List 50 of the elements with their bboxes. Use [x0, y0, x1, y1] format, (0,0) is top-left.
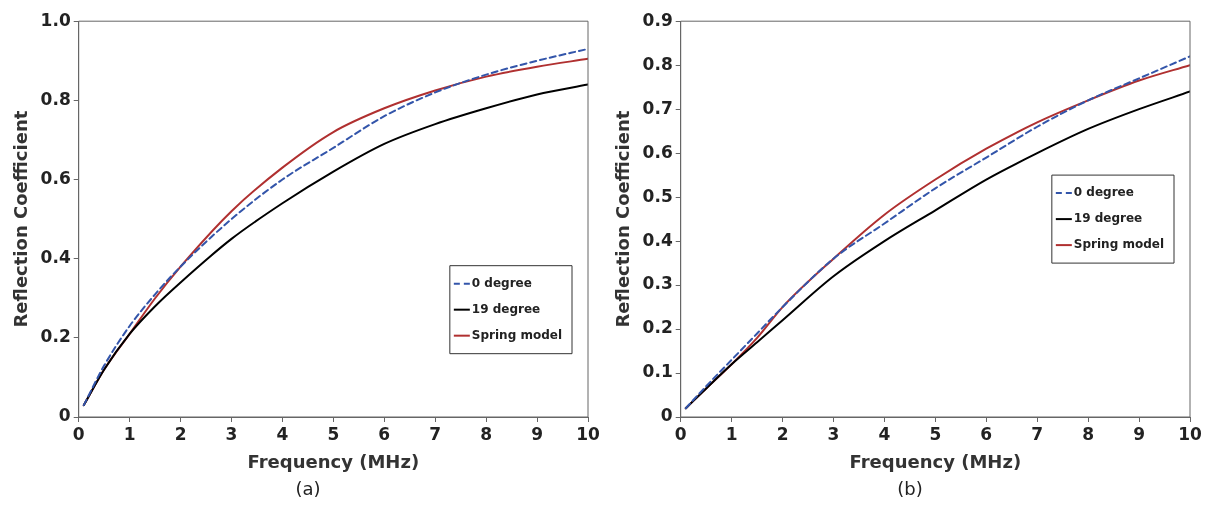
x-tick-label: 2 — [174, 423, 187, 444]
y-tick-label: 0.7 — [642, 97, 673, 118]
text: (b) — [896, 478, 924, 499]
y-tick-label: 1.0 — [40, 9, 71, 30]
y-axis-title: Reflection Coefficient — [10, 110, 32, 328]
legend-label: Spring model — [471, 327, 563, 342]
legend-label: Spring model — [1073, 237, 1165, 252]
x-tick-label: 3 — [827, 423, 840, 444]
legend-label: 0 degree — [471, 275, 532, 290]
text: (a) — [294, 478, 322, 499]
x-tick-label: 5 — [327, 423, 340, 444]
x-axis-title: Frequency (MHz) — [849, 450, 1022, 472]
x-tick-label: 4 — [878, 423, 891, 444]
x-tick-label: 9 — [531, 423, 543, 444]
x-tick-label: 8 — [480, 423, 493, 444]
x-tick-label: 9 — [1133, 423, 1145, 444]
x-tick-label: 3 — [225, 423, 238, 444]
y-tick-label: 0.4 — [642, 229, 673, 250]
x-tick-label: 7 — [1031, 423, 1044, 444]
x-tick-label: 5 — [929, 423, 942, 444]
x-tick-label: 7 — [429, 423, 442, 444]
x-tick-label: 1 — [725, 423, 738, 444]
y-axis-title: Reflection Coefficient — [612, 110, 634, 328]
x-tick-label: 10 — [1178, 423, 1202, 444]
x-tick-label: 6 — [378, 423, 391, 444]
y-tick-label: 0.2 — [642, 317, 673, 338]
legend-label: 19 degree — [471, 301, 541, 316]
y-tick-label: 0 — [660, 405, 673, 426]
x-tick-label: 10 — [576, 423, 600, 444]
x-tick-label: 0 — [72, 423, 85, 444]
y-tick-label: 0.9 — [642, 9, 673, 30]
y-tick-label: 0.3 — [642, 273, 673, 294]
x-tick-label: 1 — [123, 423, 136, 444]
y-tick-label: 0.6 — [642, 141, 673, 162]
x-tick-label: 2 — [776, 423, 789, 444]
x-tick-label: 6 — [980, 423, 993, 444]
y-tick-label: 0.4 — [40, 247, 71, 268]
legend-label: 19 degree — [1073, 211, 1143, 226]
y-tick-label: 0.1 — [642, 361, 673, 382]
y-tick-label: 0.2 — [40, 326, 71, 347]
x-tick-label: 4 — [276, 423, 289, 444]
legend-label: 0 degree — [1073, 185, 1134, 200]
x-axis-title: Frequency (MHz) — [247, 450, 420, 472]
y-tick-label: 0.8 — [40, 88, 71, 109]
y-tick-label: 0.6 — [40, 167, 71, 188]
y-tick-label: 0.5 — [642, 185, 673, 206]
x-tick-label: 0 — [674, 423, 687, 444]
y-tick-label: 0 — [58, 405, 71, 426]
x-tick-label: 8 — [1082, 423, 1095, 444]
y-tick-label: 0.8 — [642, 53, 673, 74]
